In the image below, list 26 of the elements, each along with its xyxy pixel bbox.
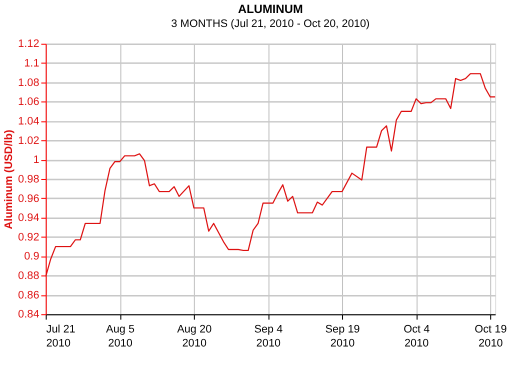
y-tick-label: 1.1 [24,58,40,70]
y-tick-label: 0.92 [18,231,40,244]
chart-title: ALUMINUM [238,2,303,16]
y-tick-label: 1.06 [18,96,40,108]
y-tick-label: 1.08 [18,76,40,89]
x-tick-label: Oct 19 2010 [474,324,507,350]
x-tick-label: Oct 4 2010 [404,324,430,350]
y-tick-label: 0.98 [18,173,40,186]
y-tick-label: 0.84 [18,308,40,321]
chart-subtitle: 3 MONTHS (Jul 21, 2010 - Oct 20, 2010) [171,18,370,30]
x-tick-label: Aug 20 2010 [177,324,212,350]
y-tick-label: 1.04 [18,116,40,128]
y-tick-label: 1.02 [18,134,40,147]
x-tick-label: Sep 4 2010 [254,324,283,350]
x-tick-label: Aug 5 2010 [106,324,135,350]
x-tick-label: Sep 19 2010 [325,324,360,350]
y-tick-label: 0.86 [18,289,40,302]
y-tick-label: 0.96 [18,192,40,205]
y-axis-title: Aluminum (USD/lb) [3,129,16,230]
line-series [45,73,496,278]
x-tick-label: Jul 21 2010 [46,324,76,350]
y-tick-label: 1.12 [18,38,40,50]
y-tick-label: 0.94 [18,212,40,224]
y-tick-label: 1 [33,154,40,166]
y-tick-label: 0.9 [24,250,40,263]
y-tick-label: 0.88 [18,270,40,282]
